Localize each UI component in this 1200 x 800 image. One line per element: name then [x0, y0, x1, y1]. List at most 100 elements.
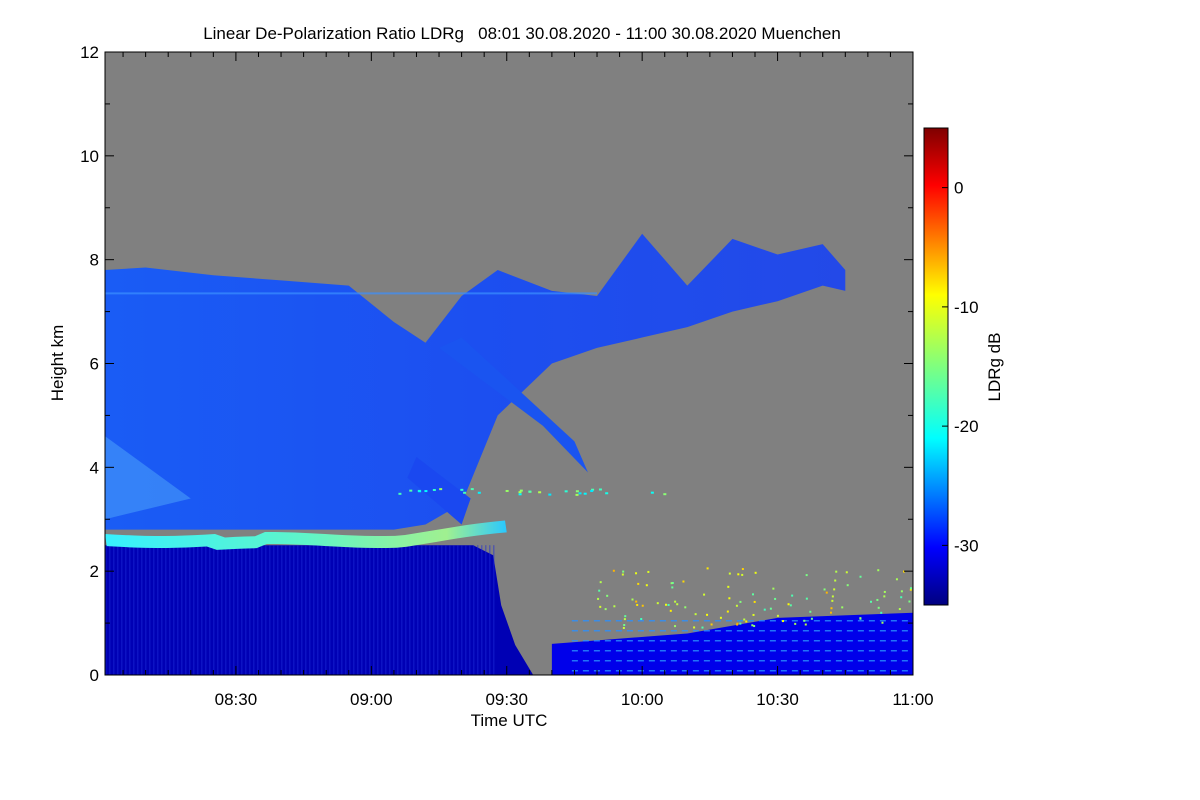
speckle: [751, 624, 754, 627]
speckle: [835, 570, 838, 573]
speckle: [624, 615, 627, 618]
speckle: [635, 600, 638, 603]
x-axis-label: Time UTC: [471, 711, 548, 730]
precipitation-streak: [113, 545, 115, 675]
speckle: [743, 618, 746, 621]
speckle: [663, 493, 667, 496]
speckle: [804, 623, 807, 626]
precipitation-streak: [305, 545, 307, 675]
precipitation-streak: [465, 545, 467, 675]
precipitation-streak: [273, 545, 275, 675]
precipitation-streak: [345, 545, 347, 675]
precipitation-streak: [265, 545, 267, 675]
fall-streak: [439, 337, 588, 473]
precipitation-streak: [353, 545, 355, 675]
precipitation-streak: [177, 545, 179, 675]
speckle: [881, 621, 884, 624]
precipitation-streak: [461, 545, 463, 675]
x-tick-label: 09:00: [350, 690, 393, 709]
speckle: [825, 591, 828, 594]
speckle: [737, 573, 740, 576]
speckle: [647, 570, 650, 573]
speckle: [895, 578, 898, 581]
speckle: [753, 600, 756, 603]
colorbar-tick-label: -30: [954, 536, 979, 555]
precipitation-streak: [357, 545, 359, 675]
precipitation-streak: [141, 545, 143, 675]
speckle: [676, 603, 679, 606]
precipitation-streak: [261, 545, 263, 675]
precipitation-streak: [393, 545, 395, 675]
boundary-layer-region: [551, 612, 913, 675]
speckle: [640, 618, 643, 621]
speckle: [693, 626, 696, 629]
precipitation-streak: [425, 545, 427, 675]
speckle: [877, 606, 880, 609]
x-tick-label: 10:00: [621, 690, 664, 709]
speckle: [900, 596, 903, 599]
precipitation-streak: [405, 545, 407, 675]
speckle: [623, 624, 626, 627]
speckle: [583, 492, 587, 495]
speckle: [719, 616, 722, 619]
speckle: [735, 604, 738, 607]
precipitation-streak: [193, 545, 195, 675]
precipitation-streak: [493, 545, 495, 675]
cirrus-region: [105, 233, 846, 530]
precipitation-streak: [417, 545, 419, 675]
speckle: [636, 603, 639, 606]
precipitation-streak: [221, 545, 223, 675]
speckle: [810, 617, 813, 620]
speckle: [774, 597, 777, 600]
speckle: [781, 620, 784, 623]
precipitation-streak: [381, 545, 383, 675]
speckle: [754, 571, 757, 574]
speckle: [398, 492, 402, 495]
speckle: [831, 595, 834, 598]
speckle: [805, 574, 808, 577]
precipitation-streak: [169, 545, 171, 675]
speckle: [805, 597, 808, 600]
speckle: [701, 626, 704, 629]
precipitation-streak: [129, 545, 131, 675]
precipitation-streak: [397, 545, 399, 675]
precipitation-streak: [189, 545, 191, 675]
speckle: [859, 617, 862, 620]
speckle: [876, 598, 879, 601]
data-layer: [105, 233, 913, 675]
precipitation-streak: [277, 545, 279, 675]
speckle: [575, 493, 579, 496]
precipitation-streak: [209, 545, 211, 675]
colorbar-tick-label: -20: [954, 417, 979, 436]
speckle: [728, 572, 731, 575]
y-tick-label: 0: [90, 666, 99, 685]
speckle: [656, 602, 659, 605]
precipitation-streak: [445, 545, 447, 675]
speckle: [590, 490, 594, 493]
precipitation-streak: [197, 545, 199, 675]
precipitation-streak: [213, 545, 215, 675]
precipitation-streak: [137, 545, 139, 675]
speckle: [787, 603, 790, 606]
precipitation-streak: [385, 545, 387, 675]
speckle: [833, 588, 836, 591]
precipitation-streak: [441, 545, 443, 675]
speckle: [789, 604, 792, 607]
speckle: [409, 489, 413, 492]
speckle: [621, 573, 624, 576]
precipitation-streak: [337, 545, 339, 675]
speckle: [575, 490, 579, 493]
colorbar-ticks: 0 -10 -20 -30: [942, 179, 979, 555]
speckle: [834, 579, 837, 582]
speckle: [671, 581, 674, 584]
speckle: [900, 590, 903, 593]
precipitation-streak: [109, 545, 111, 675]
precipitation-streak: [121, 545, 123, 675]
speckle: [877, 569, 880, 572]
speckle: [739, 622, 742, 625]
precipitation-streak: [289, 545, 291, 675]
precipitation-streak: [313, 545, 315, 675]
speckle: [898, 608, 901, 611]
speckle: [637, 582, 640, 585]
precipitation-streak: [469, 545, 471, 675]
